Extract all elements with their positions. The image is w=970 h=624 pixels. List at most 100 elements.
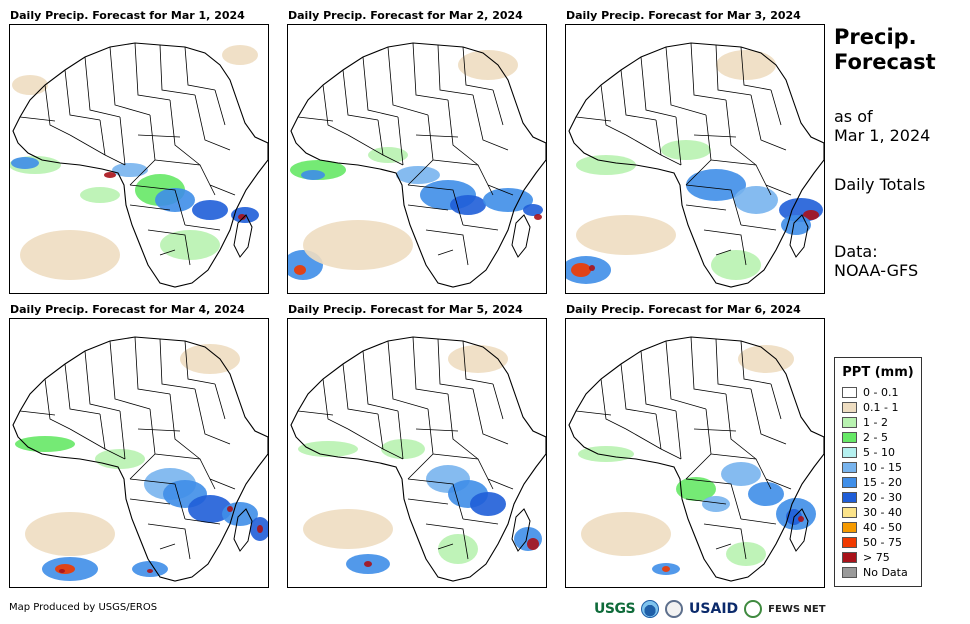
country-border — [750, 388, 787, 445]
country-border — [347, 134, 404, 166]
country-border — [725, 393, 757, 460]
legend-item: 2 - 5 — [842, 430, 921, 445]
country-border — [685, 478, 742, 520]
country-border — [377, 119, 384, 156]
country-border — [159, 543, 176, 550]
africa-map — [288, 25, 546, 293]
precip-map — [9, 24, 269, 294]
precip-area — [294, 265, 306, 275]
country-border — [44, 378, 71, 430]
country-border — [690, 42, 727, 101]
precip-area — [523, 204, 543, 216]
country-border — [447, 393, 479, 460]
fews-globe-icon — [744, 600, 763, 618]
country-border — [740, 46, 772, 91]
precip-area — [458, 50, 518, 80]
legend-label: 0 - 0.1 — [863, 386, 899, 399]
precip-area — [303, 509, 393, 549]
coastline — [12, 42, 268, 288]
legend-swatch — [842, 567, 857, 578]
coastline — [12, 336, 268, 582]
country-border — [44, 84, 71, 136]
precip-area — [798, 516, 804, 522]
legend-swatch — [842, 552, 857, 563]
country-border — [655, 413, 662, 450]
country-border — [640, 56, 677, 118]
madagascar-outline — [233, 508, 253, 552]
precip-area — [726, 542, 766, 566]
as-of-value: Mar 1, 2024 — [834, 126, 931, 145]
data-source-label: Data: — [834, 242, 878, 261]
precip-area — [12, 75, 48, 95]
legend-label: 0.1 - 1 — [863, 401, 899, 414]
precip-area — [80, 187, 120, 203]
precip-area — [188, 495, 232, 523]
precip-area — [578, 446, 634, 462]
panel-title: Daily Precip. Forecast for Mar 5, 2024 — [288, 303, 523, 316]
country-border — [715, 338, 752, 390]
legend-rows: 0 - 0.1 0.1 - 1 1 - 2 2 - 5 5 - 10 10 - 15 15 … — [835, 385, 921, 580]
country-border — [447, 99, 479, 166]
country-border — [129, 478, 186, 520]
country-border — [397, 116, 404, 166]
legend-title: PPT (mm) — [842, 365, 914, 380]
country-border — [765, 478, 792, 490]
country-border — [64, 363, 101, 415]
country-border — [600, 84, 627, 136]
country-border — [184, 224, 221, 231]
country-border — [462, 46, 494, 91]
precip-area — [364, 561, 372, 567]
madagascar-outline — [789, 214, 809, 258]
country-border — [387, 340, 429, 410]
country-border — [342, 363, 379, 415]
legend-item: 40 - 50 — [842, 520, 921, 535]
country-border — [362, 350, 399, 412]
sidebar-title-line1: Precip. — [834, 25, 917, 49]
legend-item: 30 - 40 — [842, 505, 921, 520]
legend-label: 1 - 2 — [863, 416, 888, 429]
country-border — [407, 498, 449, 505]
country-border — [437, 338, 474, 390]
country-border — [69, 428, 126, 460]
precip-area — [527, 538, 539, 550]
precip-area — [381, 439, 425, 459]
sidebar-title: Precip. Forecast — [834, 25, 936, 75]
precip-area — [222, 45, 258, 65]
precip-area — [303, 220, 413, 270]
precip-area — [368, 147, 408, 163]
precip-area — [231, 207, 259, 223]
legend-label: 10 - 15 — [863, 461, 902, 474]
country-border — [715, 249, 732, 256]
coastline — [290, 336, 546, 582]
country-border — [472, 94, 509, 151]
country-border — [137, 428, 181, 432]
country-border — [397, 410, 404, 460]
country-border — [194, 94, 231, 151]
country-border — [575, 410, 612, 416]
as-of-label: as of — [834, 107, 873, 126]
country-border — [703, 523, 747, 560]
country-border — [407, 184, 464, 226]
country-border — [693, 428, 737, 432]
country-border — [84, 56, 121, 118]
precip-area — [147, 569, 153, 573]
precip-area — [589, 265, 595, 271]
country-border — [347, 428, 404, 460]
precip-area — [716, 50, 776, 80]
country-border — [169, 99, 201, 166]
country-border — [134, 336, 171, 395]
country-border — [415, 428, 459, 432]
country-border — [740, 518, 777, 525]
country-border — [765, 184, 792, 196]
usgs-logo: USGS — [594, 601, 636, 617]
country-border — [407, 478, 464, 520]
coastline — [568, 42, 824, 288]
map-credit: Map Produced by USGS/EROS — [9, 602, 158, 613]
country-border — [377, 413, 384, 450]
country-border — [740, 224, 777, 231]
legend-swatch — [842, 507, 857, 518]
precip-area — [192, 200, 228, 220]
country-border — [184, 518, 221, 525]
precip-area — [702, 496, 730, 512]
country-border — [64, 69, 101, 121]
